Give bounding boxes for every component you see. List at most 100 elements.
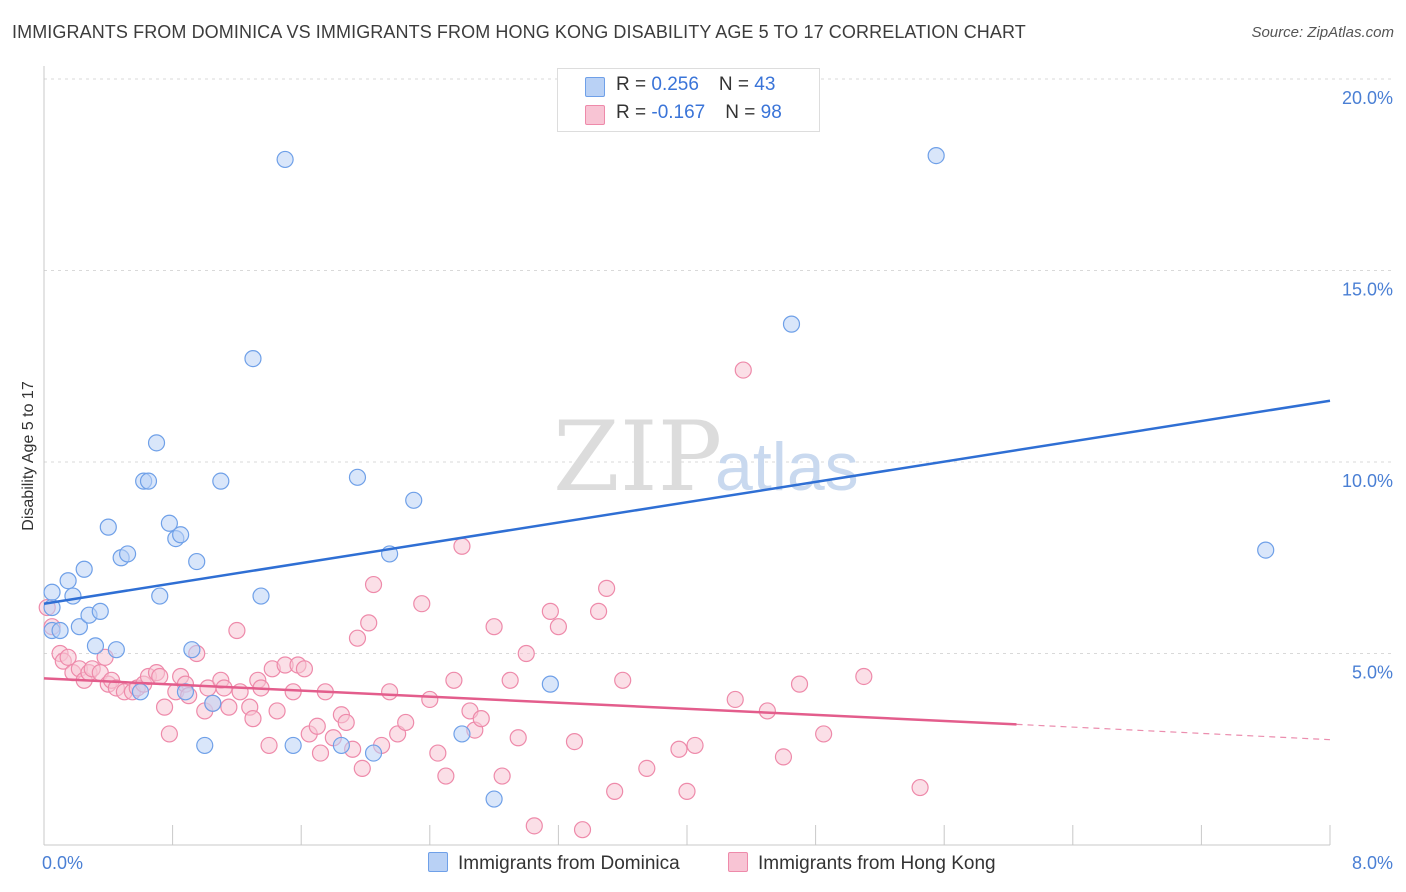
- point-hong-kong: [855, 667, 873, 686]
- legend-label-hong-kong: Immigrants from Hong Kong: [758, 853, 996, 874]
- point-hong-kong: [573, 821, 592, 839]
- trend-line-dominica: [43, 399, 1331, 605]
- point-hong-kong: [268, 702, 286, 720]
- point-dominica: [348, 468, 367, 486]
- point-hong-kong: [311, 744, 330, 762]
- point-dominica: [276, 150, 294, 169]
- legend-text: R = -0.167 N = 98: [616, 102, 782, 124]
- point-hong-kong: [244, 710, 262, 728]
- point-dominica: [284, 736, 302, 755]
- point-hong-kong: [686, 736, 704, 755]
- legend-label-dominica: Immigrants from Dominica: [458, 853, 680, 874]
- point-hong-kong: [734, 361, 752, 379]
- point-hong-kong: [364, 575, 383, 594]
- point-dominica: [86, 637, 105, 655]
- point-hong-kong: [614, 671, 632, 689]
- point-hong-kong: [360, 614, 378, 632]
- legend-r-value: 0.256: [651, 74, 699, 95]
- legend-n-label: N =: [718, 74, 755, 95]
- point-hong-kong: [151, 667, 169, 686]
- series-dominica: [43, 147, 1275, 808]
- point-dominica: [59, 572, 77, 590]
- point-dominica: [405, 491, 423, 509]
- point-dominica: [43, 583, 61, 601]
- trend-lines: [43, 399, 1331, 741]
- axes: [43, 66, 1331, 846]
- point-dominica: [782, 315, 801, 333]
- point-hong-kong: [445, 671, 463, 689]
- legend-row-hong-kong: R = -0.167 N = 98: [558, 100, 819, 128]
- point-hong-kong: [160, 725, 178, 743]
- point-hong-kong: [353, 759, 371, 778]
- tick-labels: 5.0% 10.0% 15.0% 20.0% 0.0% 8.0%: [42, 88, 1393, 873]
- point-hong-kong: [228, 621, 246, 640]
- point-hong-kong: [911, 778, 929, 797]
- point-dominica: [183, 641, 201, 659]
- point-hong-kong: [493, 767, 511, 785]
- point-hong-kong: [517, 644, 535, 663]
- correlation-legend: R = 0.256 N = 43 R = -0.167 N = 98: [557, 68, 820, 132]
- point-dominica: [541, 675, 559, 693]
- point-dominica: [244, 349, 262, 368]
- point-dominica: [485, 790, 503, 808]
- legend-n-value: 98: [760, 102, 782, 123]
- point-dominica: [204, 694, 222, 712]
- watermark-atlas: atlas: [715, 429, 859, 505]
- trend-line-hong-kong-extension: [1016, 723, 1331, 741]
- point-hong-kong: [155, 698, 174, 716]
- point-hong-kong: [726, 690, 744, 709]
- point-hong-kong: [541, 602, 559, 620]
- point-dominica: [212, 472, 230, 490]
- point-hong-kong: [421, 690, 439, 709]
- y-tick-label: 15.0%: [1342, 280, 1393, 300]
- legend-item-hong-kong: Immigrants from Hong Kong: [728, 852, 996, 875]
- point-dominica: [196, 736, 214, 755]
- x-tick-label: 0.0%: [42, 853, 83, 873]
- point-dominica: [252, 587, 270, 605]
- legend-r-value: -0.167: [651, 102, 706, 123]
- point-hong-kong: [758, 702, 776, 720]
- legend-swatch-pink: [728, 852, 748, 872]
- point-dominica: [332, 736, 350, 755]
- point-dominica: [176, 683, 195, 701]
- point-dominica: [188, 552, 206, 571]
- point-hong-kong: [678, 782, 696, 800]
- point-hong-kong: [606, 782, 624, 800]
- point-dominica: [107, 641, 125, 659]
- point-hong-kong: [348, 629, 367, 647]
- point-hong-kong: [638, 759, 656, 778]
- point-hong-kong: [670, 740, 688, 758]
- point-dominica: [118, 545, 137, 563]
- trend-line-hong-kong: [43, 677, 1017, 726]
- legend-text: R = 0.256 N = 43: [616, 74, 775, 96]
- point-hong-kong: [308, 717, 326, 735]
- chart-title: IMMIGRANTS FROM DOMINICA VS IMMIGRANTS F…: [12, 22, 1026, 42]
- point-dominica: [172, 526, 190, 544]
- point-dominica: [927, 147, 945, 165]
- point-hong-kong: [485, 618, 503, 636]
- point-dominica: [364, 744, 383, 762]
- point-dominica: [131, 683, 150, 701]
- series-legend: Immigrants from Dominica Immigrants from…: [0, 852, 1406, 878]
- y-axis-title: Disability Age 5 to 17: [20, 381, 37, 531]
- grid-lines: [44, 78, 1393, 654]
- legend-n-label: N =: [725, 102, 761, 123]
- point-hong-kong: [453, 537, 471, 555]
- y-tick-label: 20.0%: [1342, 88, 1393, 108]
- legend-swatch-blue: [585, 77, 605, 97]
- point-hong-kong: [429, 744, 447, 762]
- point-hong-kong: [284, 683, 302, 701]
- source-label: Source: ZipAtlas.com: [1251, 24, 1394, 41]
- legend-row-dominica: R = 0.256 N = 43: [558, 72, 819, 100]
- point-dominica: [139, 472, 158, 490]
- legend-r-label: R =: [616, 74, 652, 95]
- point-dominica: [160, 514, 178, 532]
- point-hong-kong: [295, 660, 314, 678]
- point-dominica: [51, 621, 69, 640]
- point-hong-kong: [774, 748, 793, 766]
- point-hong-kong: [260, 736, 278, 755]
- y-tick-label: 10.0%: [1342, 471, 1393, 491]
- point-hong-kong: [525, 817, 543, 835]
